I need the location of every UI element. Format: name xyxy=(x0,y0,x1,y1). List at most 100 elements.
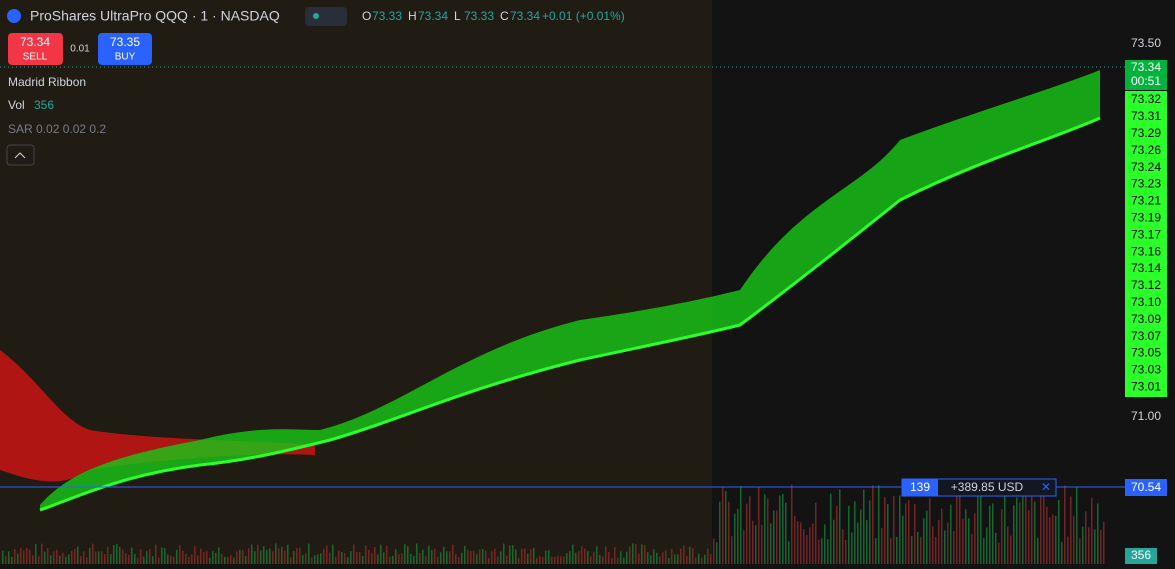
volume-bar xyxy=(554,556,556,564)
price-level: 73.29 xyxy=(1131,126,1161,140)
volume-bar xyxy=(89,547,91,564)
buy-button[interactable] xyxy=(98,33,152,65)
ohlc-value: 73.34 xyxy=(510,9,540,23)
volume-bar xyxy=(275,543,277,564)
volume-bar xyxy=(377,554,379,564)
volume-bar xyxy=(62,552,64,564)
ribbon-indicator[interactable]: Madrid Ribbon xyxy=(8,75,86,89)
volume-bar xyxy=(1085,511,1087,564)
volume-bar xyxy=(257,544,259,564)
volume-bar xyxy=(635,544,637,564)
volume-bar xyxy=(422,549,424,564)
close-position[interactable]: ✕ xyxy=(1041,480,1051,494)
volume-bar xyxy=(527,553,529,564)
volume-bar xyxy=(935,536,937,564)
volume-bar xyxy=(530,549,532,564)
volume-bar xyxy=(974,513,976,564)
volume-bar xyxy=(551,556,553,564)
volume-bar xyxy=(641,544,643,564)
volume-bar xyxy=(887,504,889,564)
volume-bar xyxy=(920,536,922,564)
price-level: 73.01 xyxy=(1131,379,1161,393)
volume-bar xyxy=(335,556,337,564)
volume-bar xyxy=(317,554,319,564)
volume-bar xyxy=(83,551,85,564)
status-pill[interactable] xyxy=(305,7,347,26)
volume-bar xyxy=(1046,506,1048,564)
symbol: ProShares UltraPro QQQ · 1 · NASDAQ xyxy=(30,8,280,24)
volume-bar xyxy=(515,549,517,564)
volume-bar xyxy=(245,556,247,564)
volume-bar xyxy=(908,500,910,564)
volume-bar xyxy=(917,531,919,564)
volume-bar xyxy=(227,556,229,564)
sell-button[interactable] xyxy=(8,33,63,65)
volume-bar xyxy=(737,509,739,564)
volume-bar xyxy=(452,544,454,564)
volume-bar xyxy=(779,495,781,564)
sar-indicator[interactable]: SAR 0.02 0.02 0.2 xyxy=(8,122,106,136)
volume-bar xyxy=(1079,538,1081,564)
volume-bar xyxy=(617,557,619,564)
price-level: 73.12 xyxy=(1131,278,1161,292)
volume-bar xyxy=(353,544,355,564)
volume-bar xyxy=(722,487,724,564)
volume-bar xyxy=(575,552,577,564)
volume-bar xyxy=(605,546,607,564)
volume-bar xyxy=(431,550,433,564)
collapse-icon xyxy=(14,152,26,159)
volume-bar xyxy=(824,524,826,564)
volume-bar xyxy=(704,554,706,564)
volume-bar xyxy=(596,546,598,564)
volume-bar xyxy=(68,554,70,564)
volume-bar xyxy=(50,555,52,564)
volume-bar xyxy=(269,548,271,564)
price-level: 73.03 xyxy=(1131,363,1161,377)
volume-bar xyxy=(161,547,163,564)
volume-bar xyxy=(293,550,295,564)
volume-bar xyxy=(809,527,811,564)
price-level: 73.07 xyxy=(1131,329,1161,343)
volume-tag xyxy=(1125,548,1157,564)
volume-bar xyxy=(929,498,931,564)
volume-bar xyxy=(329,552,331,564)
volume-bar xyxy=(683,545,685,564)
volume-bar xyxy=(650,555,652,564)
volume-bar xyxy=(338,550,340,564)
volume-bar xyxy=(521,548,523,564)
volume-bar xyxy=(851,532,853,564)
volume-bar xyxy=(896,536,898,564)
volume-bar xyxy=(545,550,547,564)
ohlc-key: H xyxy=(408,9,417,23)
volume-bar xyxy=(155,544,157,564)
collapse-button[interactable] xyxy=(6,144,35,166)
volume-bar xyxy=(539,556,541,564)
volume-bar xyxy=(38,556,40,564)
volume-bar xyxy=(92,543,94,564)
volume-bars xyxy=(2,484,1105,564)
volume-bar xyxy=(356,551,358,564)
position-qty-bg xyxy=(902,479,938,496)
volume-bar xyxy=(56,549,58,564)
volume-bar xyxy=(467,549,469,564)
volume-bar xyxy=(488,557,490,564)
volume-bar xyxy=(137,557,139,564)
countdown: 00:51 xyxy=(1131,74,1161,88)
volume-bar xyxy=(899,495,901,564)
price-level: 73.31 xyxy=(1131,109,1161,123)
volume-bar xyxy=(8,551,10,564)
volume-bar xyxy=(875,538,877,564)
axis-mid: 71.00 xyxy=(1131,409,1161,423)
volume-bar xyxy=(35,543,37,564)
volume-bar xyxy=(788,541,790,564)
volume-bar xyxy=(290,557,292,564)
volume-bar xyxy=(707,548,709,564)
volume-bar xyxy=(188,557,190,564)
volume-bar xyxy=(425,556,427,564)
volume-bar xyxy=(170,555,172,564)
volume-bar xyxy=(590,556,592,564)
sell-price: 73.34 xyxy=(20,35,50,49)
price-level: 73.09 xyxy=(1131,312,1161,326)
volume-bar xyxy=(131,547,133,564)
vol-label[interactable]: Vol xyxy=(8,98,25,112)
